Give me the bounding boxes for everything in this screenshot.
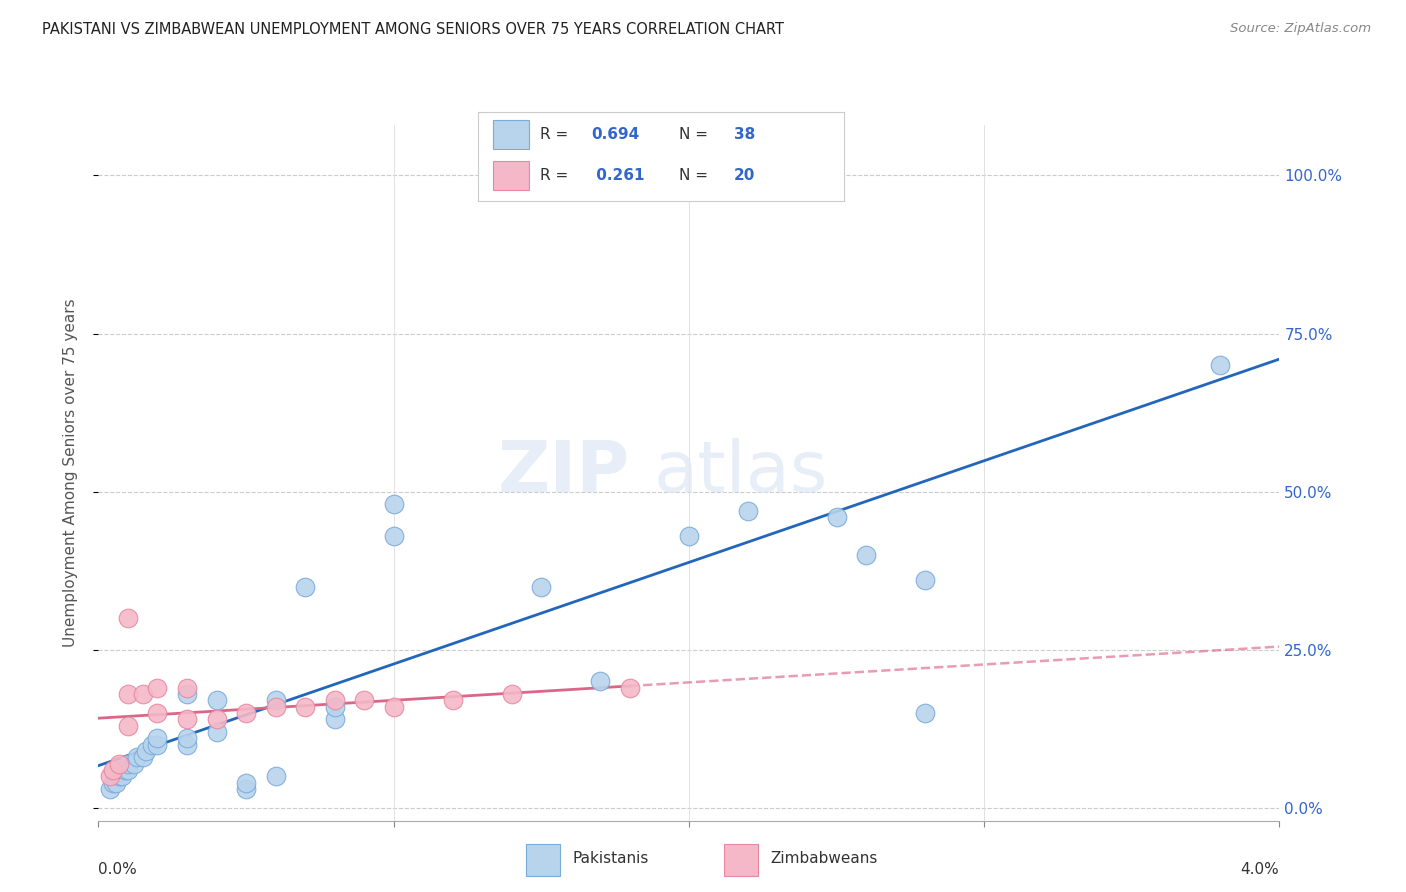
Text: 0.261: 0.261 bbox=[592, 169, 645, 183]
Text: 0.0%: 0.0% bbox=[98, 863, 138, 878]
Point bbox=[132, 687, 155, 701]
Point bbox=[98, 782, 121, 797]
Point bbox=[108, 756, 131, 771]
Point bbox=[146, 731, 169, 746]
Text: 4.0%: 4.0% bbox=[1240, 863, 1279, 878]
Point bbox=[235, 775, 257, 789]
Point bbox=[353, 693, 375, 707]
Point bbox=[117, 687, 139, 701]
Point bbox=[914, 706, 936, 720]
Text: Zimbabweans: Zimbabweans bbox=[770, 851, 877, 866]
Point bbox=[176, 687, 198, 701]
Point bbox=[825, 510, 848, 524]
Point bbox=[737, 504, 759, 518]
Point bbox=[205, 713, 228, 727]
Text: N =: N = bbox=[679, 128, 713, 142]
Point bbox=[678, 529, 700, 543]
Point bbox=[737, 169, 759, 183]
Text: ZIP: ZIP bbox=[498, 438, 630, 508]
Point bbox=[294, 580, 316, 594]
Text: 38: 38 bbox=[734, 128, 755, 142]
Point bbox=[108, 769, 131, 783]
Text: R =: R = bbox=[540, 169, 574, 183]
Text: atlas: atlas bbox=[654, 438, 828, 508]
FancyBboxPatch shape bbox=[724, 844, 758, 876]
Point bbox=[114, 763, 136, 777]
Point bbox=[117, 756, 139, 771]
Text: Pakistanis: Pakistanis bbox=[572, 851, 648, 866]
Point bbox=[441, 693, 464, 707]
Point bbox=[914, 574, 936, 588]
Point bbox=[117, 763, 139, 777]
Point bbox=[264, 769, 287, 783]
Point bbox=[117, 719, 139, 733]
Point bbox=[135, 744, 157, 758]
FancyBboxPatch shape bbox=[492, 120, 529, 149]
Point bbox=[619, 681, 641, 695]
Text: R =: R = bbox=[540, 128, 574, 142]
Point bbox=[294, 699, 316, 714]
FancyBboxPatch shape bbox=[526, 844, 560, 876]
Point bbox=[146, 738, 169, 752]
Point bbox=[176, 731, 198, 746]
Point bbox=[235, 782, 257, 797]
Point bbox=[125, 750, 148, 764]
Point bbox=[111, 769, 134, 783]
Point bbox=[382, 497, 405, 511]
Point bbox=[105, 775, 128, 789]
Point bbox=[176, 713, 198, 727]
Point bbox=[146, 706, 169, 720]
Point bbox=[98, 769, 121, 783]
Point bbox=[176, 738, 198, 752]
Point bbox=[382, 529, 405, 543]
Point bbox=[176, 681, 198, 695]
Text: 0.694: 0.694 bbox=[592, 128, 640, 142]
Point bbox=[117, 611, 139, 625]
Point bbox=[103, 775, 125, 789]
Point bbox=[501, 687, 523, 701]
Point bbox=[205, 693, 228, 707]
Point bbox=[264, 699, 287, 714]
Text: PAKISTANI VS ZIMBABWEAN UNEMPLOYMENT AMONG SENIORS OVER 75 YEARS CORRELATION CHA: PAKISTANI VS ZIMBABWEAN UNEMPLOYMENT AMO… bbox=[42, 22, 785, 37]
Point bbox=[589, 674, 612, 689]
Point bbox=[382, 699, 405, 714]
Point bbox=[122, 756, 145, 771]
Point bbox=[323, 699, 346, 714]
Point bbox=[132, 750, 155, 764]
Point bbox=[141, 738, 163, 752]
Point bbox=[323, 693, 346, 707]
Text: Source: ZipAtlas.com: Source: ZipAtlas.com bbox=[1230, 22, 1371, 36]
Point bbox=[264, 693, 287, 707]
Point bbox=[146, 681, 169, 695]
Point bbox=[103, 763, 125, 777]
FancyBboxPatch shape bbox=[492, 161, 529, 190]
Y-axis label: Unemployment Among Seniors over 75 years: Unemployment Among Seniors over 75 years bbox=[63, 299, 77, 647]
Point bbox=[235, 706, 257, 720]
Point bbox=[1209, 358, 1232, 372]
Point bbox=[530, 580, 553, 594]
Point bbox=[323, 713, 346, 727]
Point bbox=[205, 725, 228, 739]
Text: 20: 20 bbox=[734, 169, 755, 183]
Point bbox=[855, 548, 877, 562]
Text: N =: N = bbox=[679, 169, 713, 183]
